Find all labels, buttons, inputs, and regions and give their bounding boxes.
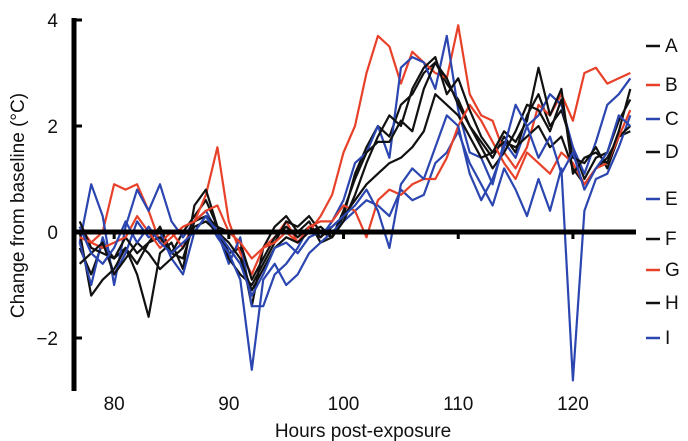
legend-label-b: B [665,75,678,96]
x-tick-label: 80 [104,394,125,415]
series-line-e [78,115,632,382]
legend-label-e: E [665,189,678,210]
y-tick-label: 2 [47,117,58,138]
x-tick-label: 90 [218,394,239,415]
legend-label-f: F [665,229,677,250]
legend-label-d: D [665,142,679,163]
legend-label-c: C [665,109,679,130]
series-layer [78,24,632,382]
legend-label-h: H [665,293,679,314]
series-line-c [78,34,632,308]
x-tick-label: 120 [557,394,589,415]
series-line-d [78,61,631,318]
y-tick-label: 0 [47,223,58,244]
series-line-h [78,55,632,292]
x-axis-title: Hours post-exposure [275,421,451,441]
y-axis-title: Change from baseline (°C) [8,93,29,318]
x-tick-label: 110 [443,394,473,415]
y-axis-ticks: −2 0 2 4 [36,11,82,350]
y-tick-label: −2 [36,329,58,350]
x-axis-ticks: 80 90 100 110 120 [104,232,589,415]
x-tick-label: 100 [328,394,360,415]
y-tick-label: 4 [47,11,58,32]
legend-label-g: G [665,260,680,281]
legend-label-a: A [665,36,678,57]
series-line-g [79,103,632,260]
legend-label-i: I [665,328,670,349]
series-line-i [78,103,632,297]
